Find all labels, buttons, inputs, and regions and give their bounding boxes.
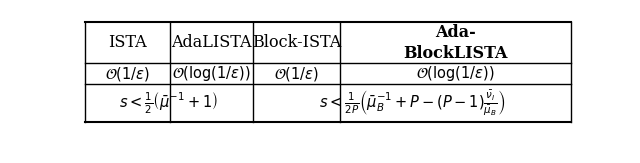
Text: Ada-
BlockLISTA: Ada- BlockLISTA (403, 24, 508, 62)
Text: $\mathcal{O}(1/\epsilon)$: $\mathcal{O}(1/\epsilon)$ (274, 65, 319, 83)
Text: ISTA: ISTA (108, 34, 147, 51)
Text: $s < \frac{1}{2}\left(\bar{\mu}^{-1}+1\right)$: $s < \frac{1}{2}\left(\bar{\mu}^{-1}+1\r… (119, 91, 218, 116)
Text: Block-ISTA: Block-ISTA (252, 34, 341, 51)
Text: $\mathcal{O}(1/\epsilon)$: $\mathcal{O}(1/\epsilon)$ (105, 65, 150, 83)
Text: AdaLISTA: AdaLISTA (171, 34, 252, 51)
Text: $s < \frac{1}{2P}\left(\bar{\mu}_B^{-1}+P-(P-1)\frac{\bar{\nu}_I}{\bar{\mu}_B}\r: $s < \frac{1}{2P}\left(\bar{\mu}_B^{-1}+… (319, 89, 505, 118)
Text: $\mathcal{O}(\log(1/\epsilon))$: $\mathcal{O}(\log(1/\epsilon))$ (416, 64, 495, 83)
Text: $\mathcal{O}(\log(1/\epsilon))$: $\mathcal{O}(\log(1/\epsilon))$ (172, 64, 251, 83)
